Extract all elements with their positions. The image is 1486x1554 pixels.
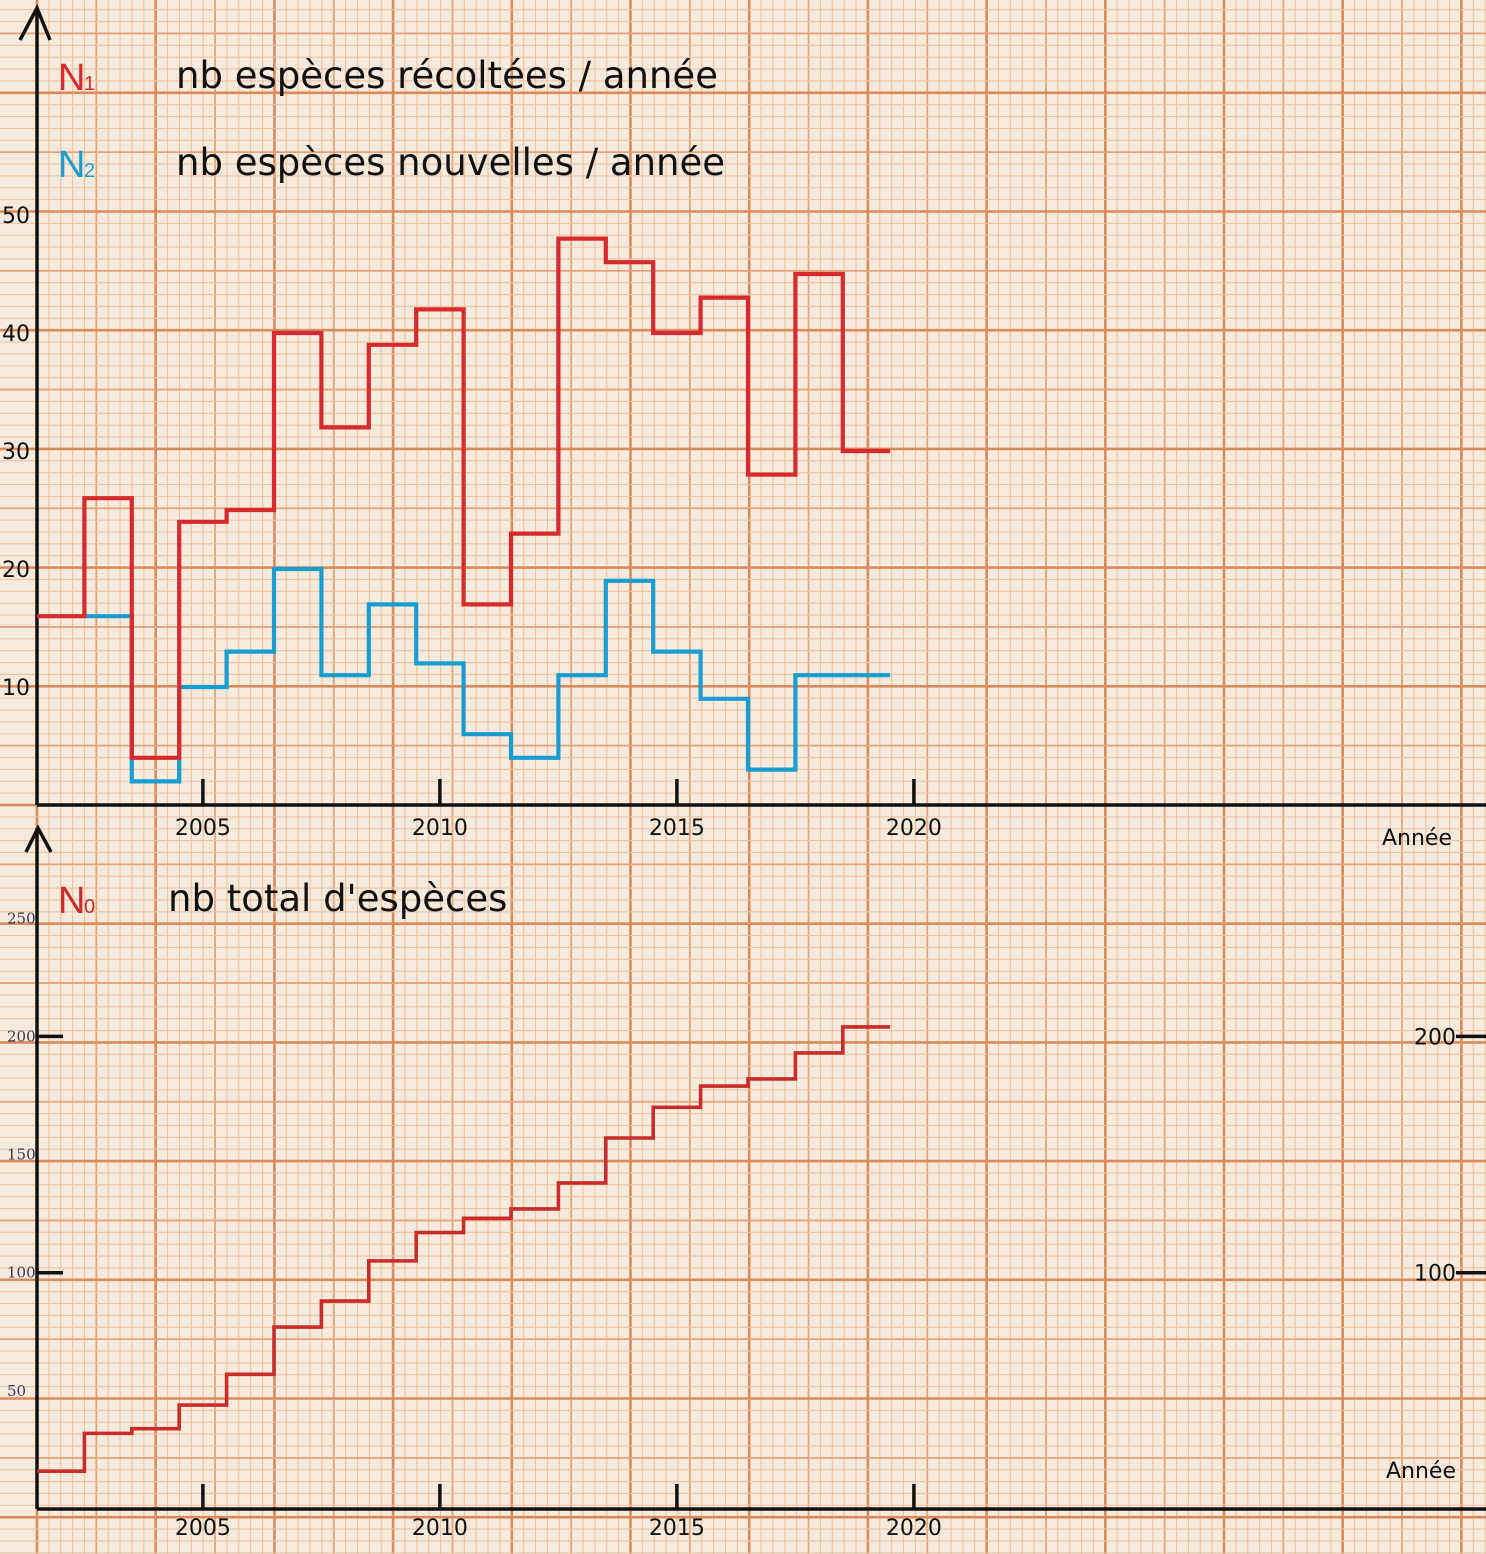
legend-label: nb total d'espèces bbox=[168, 877, 507, 920]
legend-symbol: N bbox=[58, 144, 85, 186]
y-tick-label-right: 100 bbox=[1414, 1262, 1456, 1287]
bottom-chart: 50 100 150 200 250 100 200 2005 2010 2015 2020 Anné… bbox=[7, 824, 1486, 1541]
x-tick-label: 2015 bbox=[649, 1516, 705, 1541]
y-tick-label-left: 200 bbox=[7, 1027, 36, 1045]
legend-subscript: 2 bbox=[84, 160, 95, 182]
y-tick-label-left: 50 bbox=[7, 1382, 26, 1400]
x-tick-label: 2010 bbox=[412, 816, 468, 841]
legend-symbol: N bbox=[58, 57, 85, 99]
legend-label: nb espèces récoltées / année bbox=[176, 54, 718, 97]
y-tick-label: 50 bbox=[2, 204, 30, 229]
x-tick-label: 2005 bbox=[175, 816, 231, 841]
x-tick-label: 2015 bbox=[649, 816, 705, 841]
x-axis-label: Année bbox=[1382, 826, 1452, 851]
x-axis-label: Année bbox=[1386, 1459, 1456, 1484]
y-tick-label-right: 200 bbox=[1414, 1025, 1456, 1050]
legend-label: nb espèces nouvelles / année bbox=[176, 141, 725, 184]
y-tick-label: 30 bbox=[2, 440, 30, 465]
legend-subscript: 0 bbox=[84, 896, 95, 918]
series-line-n2 bbox=[84, 566, 891, 784]
series-line-n1 bbox=[37, 236, 891, 760]
x-tick-label: 2005 bbox=[175, 1516, 231, 1541]
y-tick-label: 10 bbox=[2, 676, 30, 701]
x-tick-label: 2020 bbox=[886, 1516, 942, 1541]
y-tick-label: 20 bbox=[2, 558, 30, 583]
series-line-n0 bbox=[37, 1025, 891, 1473]
y-tick-label-left: 250 bbox=[7, 909, 36, 927]
x-tick-label: 2010 bbox=[412, 1516, 468, 1541]
legend-subscript: 1 bbox=[84, 73, 95, 95]
legend-symbol: N bbox=[58, 880, 85, 922]
x-tick-label: 2020 bbox=[886, 816, 942, 841]
y-tick-label-left: 150 bbox=[7, 1146, 36, 1164]
y-axis-arrow bbox=[18, 3, 52, 41]
y-axis-arrow bbox=[24, 824, 53, 853]
y-tick-label: 40 bbox=[2, 322, 30, 347]
y-tick-label-left: 100 bbox=[7, 1264, 36, 1282]
